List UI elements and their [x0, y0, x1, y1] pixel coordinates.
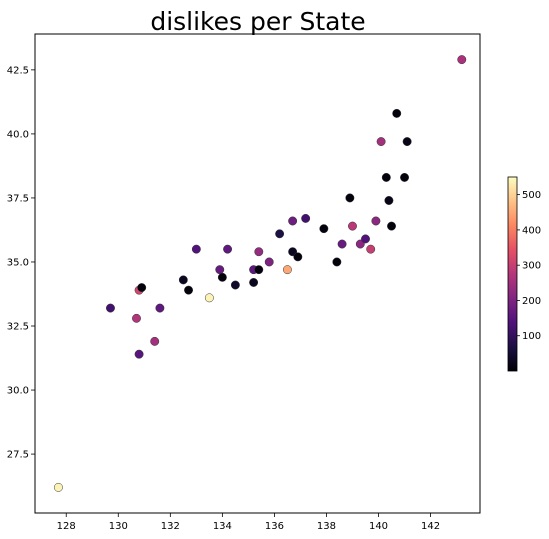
data-point [137, 283, 147, 293]
data-point [332, 257, 342, 267]
data-point [132, 313, 141, 323]
data-point [230, 280, 240, 290]
data-point [402, 137, 412, 147]
y-axis: 27.5 30.0 32.5 35.0 37.5 40.0 42.5 [7, 65, 35, 461]
colorbar-gradient [507, 176, 518, 372]
data-point [191, 244, 201, 254]
data-point [264, 257, 274, 267]
data-point [301, 213, 311, 223]
colorbar-tick-label: 300 [522, 261, 541, 272]
data-point [288, 216, 298, 226]
y-tick-label: 35.0 [7, 257, 29, 268]
data-points [53, 55, 467, 492]
x-tick-label: 140 [369, 521, 388, 532]
chart-title: dislikes per State [150, 7, 365, 36]
x-tick-label: 134 [213, 521, 232, 532]
data-point [376, 137, 386, 147]
data-point [400, 172, 409, 182]
colorbar-tick-label: 500 [522, 190, 541, 201]
data-point [155, 303, 165, 313]
x-axis: 128 130 132 134 136 138 140 142 [57, 513, 440, 532]
plot-area [34, 33, 481, 514]
x-tick-label: 130 [109, 521, 128, 532]
x-tick-label: 138 [317, 521, 336, 532]
colorbar-ticks: 100 200 300 400 500 [517, 190, 541, 342]
data-point [337, 239, 347, 249]
data-point [150, 336, 160, 346]
y-tick-label: 37.5 [7, 193, 29, 204]
data-point [387, 221, 396, 231]
x-tick-label: 128 [57, 521, 76, 532]
data-point [361, 234, 370, 244]
y-tick-label: 42.5 [7, 65, 29, 76]
data-point [106, 303, 115, 313]
y-tick-label: 32.5 [7, 322, 29, 333]
colorbar-tick-label: 400 [522, 225, 541, 236]
data-point [178, 275, 188, 285]
data-point [249, 278, 259, 287]
data-point [134, 349, 144, 359]
data-point [384, 196, 394, 205]
colorbar-tick-label: 200 [522, 296, 541, 307]
data-point [345, 193, 355, 203]
y-tick-label: 40.0 [7, 129, 29, 140]
data-point [217, 272, 227, 282]
data-point [348, 221, 357, 231]
colorbar: 100 200 300 400 500 [507, 176, 541, 372]
y-tick-label: 30.0 [7, 386, 29, 397]
data-point [319, 224, 329, 234]
data-point [282, 265, 292, 275]
y-tick-label: 27.5 [7, 450, 29, 461]
data-point [381, 172, 391, 182]
colorbar-tick-label: 100 [522, 331, 541, 342]
data-point [184, 285, 193, 295]
data-point [223, 244, 233, 254]
data-point [366, 244, 376, 254]
x-tick-label: 136 [265, 521, 284, 532]
data-point [293, 252, 303, 262]
x-tick-label: 132 [161, 521, 180, 532]
data-point [457, 55, 467, 65]
x-tick-label: 142 [421, 521, 440, 532]
data-point [392, 108, 402, 118]
data-point [254, 247, 264, 257]
data-point [371, 216, 381, 226]
data-point [275, 229, 285, 239]
data-point [53, 482, 63, 492]
data-point [254, 265, 264, 275]
data-point [215, 265, 225, 275]
data-point [204, 293, 214, 303]
